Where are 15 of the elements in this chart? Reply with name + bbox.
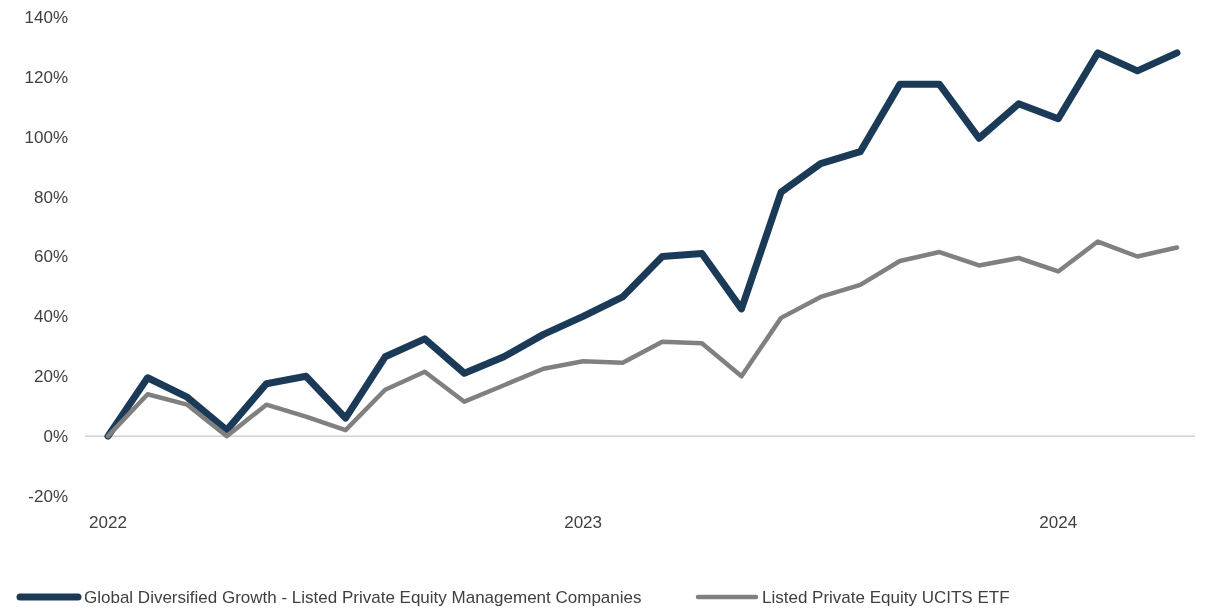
- legend-label: Global Diversified Growth - Listed Private Equity Management Companies: [84, 587, 642, 607]
- y-tick-label: 80%: [33, 187, 68, 207]
- x-tick-label: 2024: [1039, 513, 1078, 532]
- legend-label: Listed Private Equity UCITS ETF: [762, 587, 1010, 607]
- y-tick-label: -20%: [28, 486, 68, 506]
- y-tick-label: 0%: [43, 427, 68, 447]
- y-tick-label: 120%: [24, 67, 68, 87]
- x-tick-label: 2022: [89, 513, 127, 532]
- y-tick-label: 60%: [33, 247, 68, 267]
- y-tick-label: 100%: [24, 127, 68, 147]
- y-tick-label: 140%: [24, 7, 68, 27]
- x-tick-label: 2023: [564, 513, 603, 532]
- line-series: [105, 239, 1180, 439]
- y-tick-label: 20%: [33, 367, 68, 387]
- y-tick-label: 40%: [33, 307, 68, 327]
